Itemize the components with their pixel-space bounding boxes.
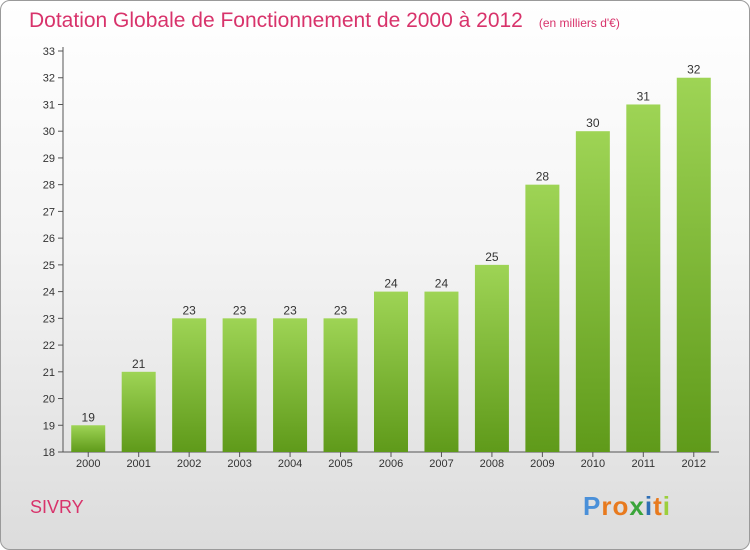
- y-tick-label: 33: [43, 46, 55, 58]
- x-tick-label: 2004: [278, 458, 302, 470]
- y-tick-label: 30: [43, 126, 55, 138]
- y-tick-label: 26: [43, 233, 55, 245]
- city-name: SIVRY: [30, 497, 84, 517]
- bar: [121, 371, 156, 452]
- proxiti-logo: Proxiti: [583, 491, 671, 522]
- data-label: 24: [435, 277, 449, 291]
- logo-letter: i: [644, 491, 654, 521]
- data-label: 23: [182, 303, 196, 317]
- data-label: 24: [384, 277, 398, 291]
- data-label: 30: [586, 116, 600, 130]
- x-tick-label: 2009: [530, 458, 554, 470]
- x-tick-label: 2011: [631, 458, 655, 470]
- bar: [474, 264, 509, 452]
- y-tick-label: 18: [43, 447, 55, 459]
- x-tick-label: 2012: [682, 458, 706, 470]
- y-tick-label: 23: [43, 313, 55, 325]
- logo-letter: P: [583, 491, 602, 521]
- data-label: 31: [637, 89, 651, 103]
- y-tick-label: 21: [43, 367, 55, 379]
- x-tick-label: 2010: [581, 458, 605, 470]
- x-tick-label: 2003: [227, 458, 251, 470]
- bar: [525, 184, 560, 452]
- logo-letter: i: [662, 491, 671, 521]
- y-tick-label: 20: [43, 394, 55, 406]
- logo-letter: t: [653, 491, 663, 521]
- chart-subtitle: (en milliers d'€): [538, 16, 620, 30]
- y-tick-label: 25: [43, 260, 55, 272]
- data-label: 32: [687, 63, 701, 77]
- x-tick-label: 2008: [480, 458, 504, 470]
- data-label: 25: [485, 250, 499, 264]
- data-label: 23: [334, 303, 348, 317]
- x-tick-label: 2002: [177, 458, 201, 470]
- chart-data-labels: 19 21 23 23 23 23 24 24 25 28 30 31 32: [82, 63, 701, 425]
- data-label: 21: [132, 357, 146, 371]
- y-tick-label: 22: [43, 340, 55, 352]
- bar: [575, 131, 610, 452]
- bar: [71, 425, 106, 452]
- y-tick-label: 32: [43, 73, 55, 85]
- bar: [323, 318, 358, 452]
- y-tick-label: 28: [43, 180, 55, 192]
- x-tick-label: 2001: [126, 458, 150, 470]
- y-tick-label: 27: [43, 206, 55, 218]
- logo-letter: o: [612, 491, 630, 521]
- logo-letter: r: [601, 491, 613, 521]
- data-label: 19: [82, 410, 96, 424]
- y-tick-label: 19: [43, 420, 55, 432]
- bar: [626, 104, 661, 452]
- x-tick-label: 2005: [328, 458, 352, 470]
- y-tick-label: 29: [43, 153, 55, 165]
- data-label: 23: [233, 303, 247, 317]
- bar: [273, 318, 308, 452]
- y-tick-label: 24: [43, 287, 55, 299]
- data-label: 28: [536, 170, 550, 184]
- bar: [374, 291, 408, 452]
- bar: [424, 291, 459, 452]
- x-tick-label: 2000: [76, 458, 100, 470]
- y-tick-label: 31: [43, 99, 55, 111]
- chart-title: Dotation Globale de Fonctionnement de 20…: [29, 9, 620, 33]
- chart-title-text: Dotation Globale de Fonctionnement de 20…: [29, 9, 523, 32]
- data-label: 23: [283, 303, 297, 317]
- bar: [222, 318, 257, 452]
- bar: [676, 77, 711, 452]
- logo-letter: x: [629, 491, 645, 521]
- chart-bars: [71, 77, 711, 452]
- x-tick-label: 2007: [429, 458, 453, 470]
- x-tick-label: 2006: [379, 458, 403, 470]
- bar: [172, 318, 207, 452]
